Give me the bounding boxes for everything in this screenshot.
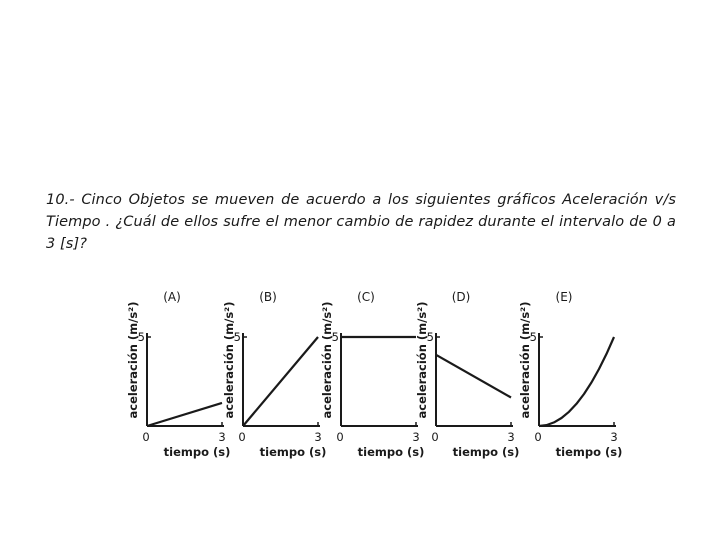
graph-b-x-tick-label-0: 0 <box>238 430 245 444</box>
graph-a-x-axis-label: tiempo (s) <box>164 445 231 459</box>
graph-d-x-tick-label-3: 3 <box>507 430 514 444</box>
graph-d-y-axis-label: aceleración (m/s²) <box>415 302 429 419</box>
graph-a-y-axis-label: aceleración (m/s²) <box>126 302 140 419</box>
graph-b-title: (B) <box>259 290 277 304</box>
graph-a-data-line <box>146 401 223 428</box>
graph-d-data-line <box>435 353 512 399</box>
graph-e-x-tick-label-3: 3 <box>610 430 617 444</box>
graph-c-title: (C) <box>357 290 375 304</box>
graph-d-title: (D) <box>452 290 471 304</box>
graph-c-y-axis-label: aceleración (m/s²) <box>320 302 334 419</box>
graph-b-y-tick-label-5: 5 <box>234 330 241 344</box>
graph-e-y-axis-label: aceleración (m/s²) <box>518 302 532 419</box>
graph-e-x-tick-label-0: 0 <box>534 430 541 444</box>
graph-e-data-line <box>538 336 616 428</box>
graph-b-data-line <box>242 336 319 427</box>
graph-e-title: (E) <box>556 290 573 304</box>
graph-a-x-tick-label-3: 3 <box>218 430 225 444</box>
graph-c-y-tick-label-5: 5 <box>332 330 339 344</box>
graph-c-x-axis-label: tiempo (s) <box>358 445 425 459</box>
graph-b-x-tick-label-3: 3 <box>314 430 321 444</box>
graph-e-x-axis-label: tiempo (s) <box>556 445 623 459</box>
graph-c-x-tick-label-0: 0 <box>336 430 343 444</box>
graph-a-title: (A) <box>163 290 181 304</box>
graph-d-y-tick-label-5: 5 <box>427 330 434 344</box>
graph-b-y-axis-label: aceleración (m/s²) <box>222 302 236 419</box>
graph-a-y-tick-label-5: 5 <box>138 330 145 344</box>
question-text: 10.- Cinco Objetos se mueven de acuerdo … <box>46 192 676 252</box>
graph-e-y-tick-label-5: 5 <box>530 330 537 344</box>
graph-a-x-tick-label-0: 0 <box>142 430 149 444</box>
graph-c-x-tick-label-3: 3 <box>412 430 419 444</box>
graph-d-x-tick-label-0: 0 <box>431 430 438 444</box>
graph-d-x-axis-label: tiempo (s) <box>453 445 520 459</box>
graph-b-x-axis-label: tiempo (s) <box>260 445 327 459</box>
